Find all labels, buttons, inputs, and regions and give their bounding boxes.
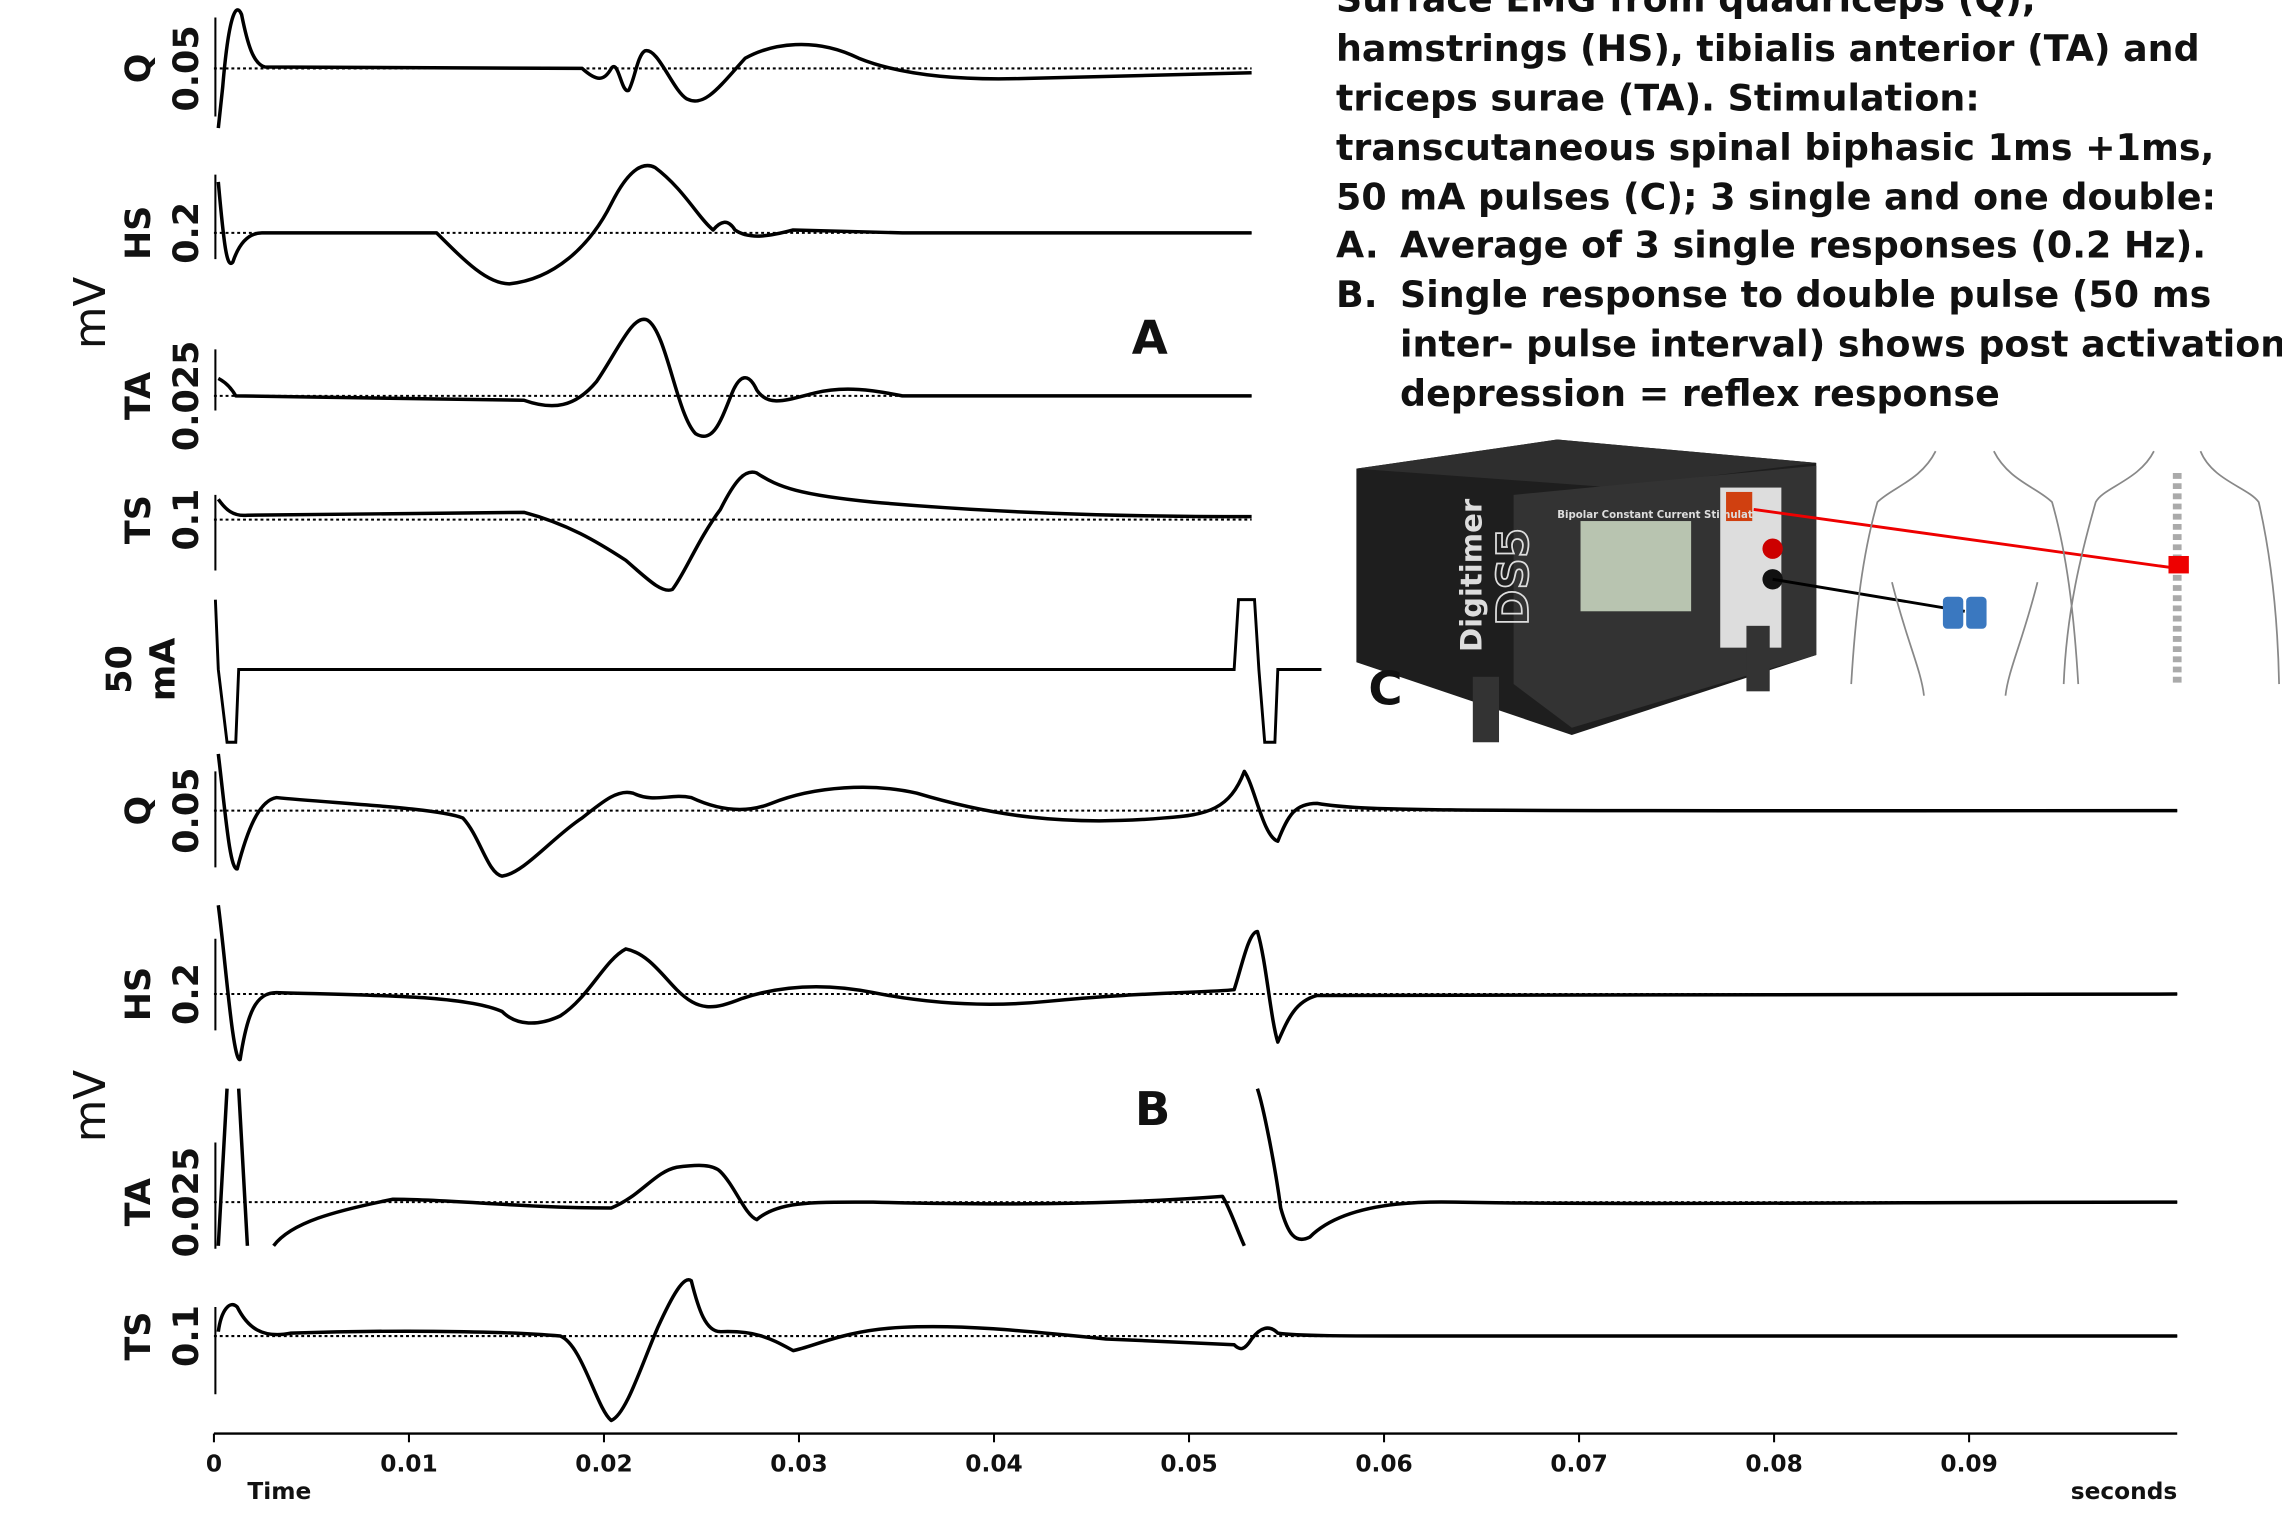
emg-trace (216, 905, 2178, 1062)
emg-trace (216, 163, 1252, 286)
x-tick-label: 0.06 (1355, 1450, 1412, 1477)
channel-scale: 0.2 (167, 202, 207, 264)
channel-name: TS (119, 495, 159, 544)
channel-scale: 0.05 (167, 768, 207, 854)
caption: Surface EMG from quadriceps (Q), hamstri… (1336, 0, 2282, 415)
wire (1772, 577, 1965, 613)
device-leg (1746, 625, 1770, 692)
channel-labels: Q 0.05 HS 0.2 TA 0.025 TS 0.1 (119, 768, 207, 1367)
emg-trace (217, 317, 1252, 438)
unit-label: mV (65, 1070, 116, 1143)
x-tick-label: 0.05 (1160, 1450, 1217, 1477)
channel-name: TA (119, 1178, 159, 1226)
caption-line: triceps surae (TA). Stimulation: (1336, 77, 1980, 120)
x-tick-label: 0 (206, 1450, 222, 1477)
channel-scale: 0.025 (167, 341, 207, 451)
item-line: inter- pulse interval) shows post activa… (1400, 323, 2282, 366)
x-tick-label: 0.01 (380, 1450, 437, 1477)
stimulus-trace (213, 598, 1322, 744)
channel-name: HS (119, 967, 159, 1021)
device-brand: Digitimer (1455, 498, 1489, 652)
unit-label: mV (65, 277, 116, 350)
item-line: Average of 3 single responses (0.2 Hz). (1400, 224, 2206, 267)
item-marker: B. (1336, 273, 1378, 316)
channel-name: TS (119, 1312, 159, 1361)
x-tick-label: 0.08 (1745, 1450, 1802, 1477)
stim-amplitude: 50 (100, 645, 140, 694)
x-axis-title: Time (247, 1478, 311, 1505)
channel-name: TA (119, 372, 159, 420)
emg-trace (216, 1278, 2178, 1423)
caption-line: Surface EMG from quadriceps (Q), (1336, 0, 2036, 21)
caption-line: hamstrings (HS), tibialis anterior (TA) … (1336, 27, 2200, 70)
channel-scale: 0.1 (167, 1305, 207, 1367)
device-model: DS5 (1488, 528, 1539, 626)
electrode (1942, 596, 1964, 629)
emg-trace (216, 8, 1252, 129)
channel-name: Q (119, 54, 159, 84)
device-top (1356, 439, 1817, 488)
body-outline (1850, 450, 2280, 696)
panel-label: C (1368, 661, 1402, 715)
item-line: depression = reflex response (1400, 372, 2000, 415)
wire (1753, 507, 2172, 570)
item-line: Single response to double pulse (50 ms (1400, 273, 2211, 316)
channel-scale: 0.1 (167, 489, 207, 551)
x-axis: Time seconds 0 0.01 0.02 0.03 0.04 0.05 0.06 0.… (206, 1432, 2177, 1505)
x-axis-unit: seconds (2071, 1478, 2177, 1505)
panel-label: B (1135, 1082, 1171, 1136)
channel-scale: 0.025 (167, 1147, 207, 1257)
electrode (1966, 596, 1987, 629)
channel-name: Q (119, 796, 159, 826)
device-screen (1580, 521, 1692, 612)
channel-scale: 0.2 (167, 963, 207, 1025)
item-marker: A. (1336, 224, 1379, 267)
electrode (2168, 555, 2189, 574)
device-leg (1472, 676, 1500, 743)
panel-label: A (1132, 311, 1168, 365)
caption-line: transcutaneous spinal biphasic 1ms +1ms, (1336, 126, 2214, 169)
emg-trace (216, 753, 2178, 878)
x-tick-label: 0.09 (1940, 1450, 1997, 1477)
stim-unit: mA (144, 638, 184, 701)
device-switch (1726, 491, 1753, 522)
channel-name: HS (119, 206, 159, 260)
emg-trace (216, 1088, 2178, 1247)
x-tick-label: 0.07 (1550, 1450, 1607, 1477)
device-subtitle: Bipolar Constant Current Stimulator (1557, 510, 1765, 521)
x-tick-label: 0.04 (965, 1450, 1022, 1477)
connector (1762, 569, 1783, 590)
x-tick-label: 0.02 (575, 1450, 632, 1477)
connector (1762, 538, 1783, 559)
channel-scale: 0.05 (167, 25, 207, 111)
caption-line: 50 mA pulses (C); 3 single and one doubl… (1336, 176, 2216, 219)
device-illustration: Digitimer DS5 Bipolar Constant Current S… (1356, 439, 2280, 743)
x-tick-label: 0.03 (770, 1450, 827, 1477)
emg-trace (216, 470, 1252, 592)
panel-b-traces (213, 753, 2178, 1423)
panel-a-traces (213, 8, 1252, 592)
channel-labels: Q 0.05 HS 0.2 TA 0.025 TS 0.1 (119, 25, 207, 550)
